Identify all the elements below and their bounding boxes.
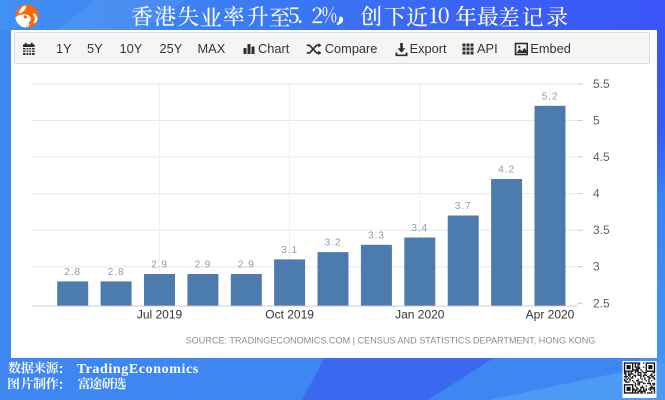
- svg-text:TradingEconomics: TradingEconomics: [77, 362, 199, 377]
